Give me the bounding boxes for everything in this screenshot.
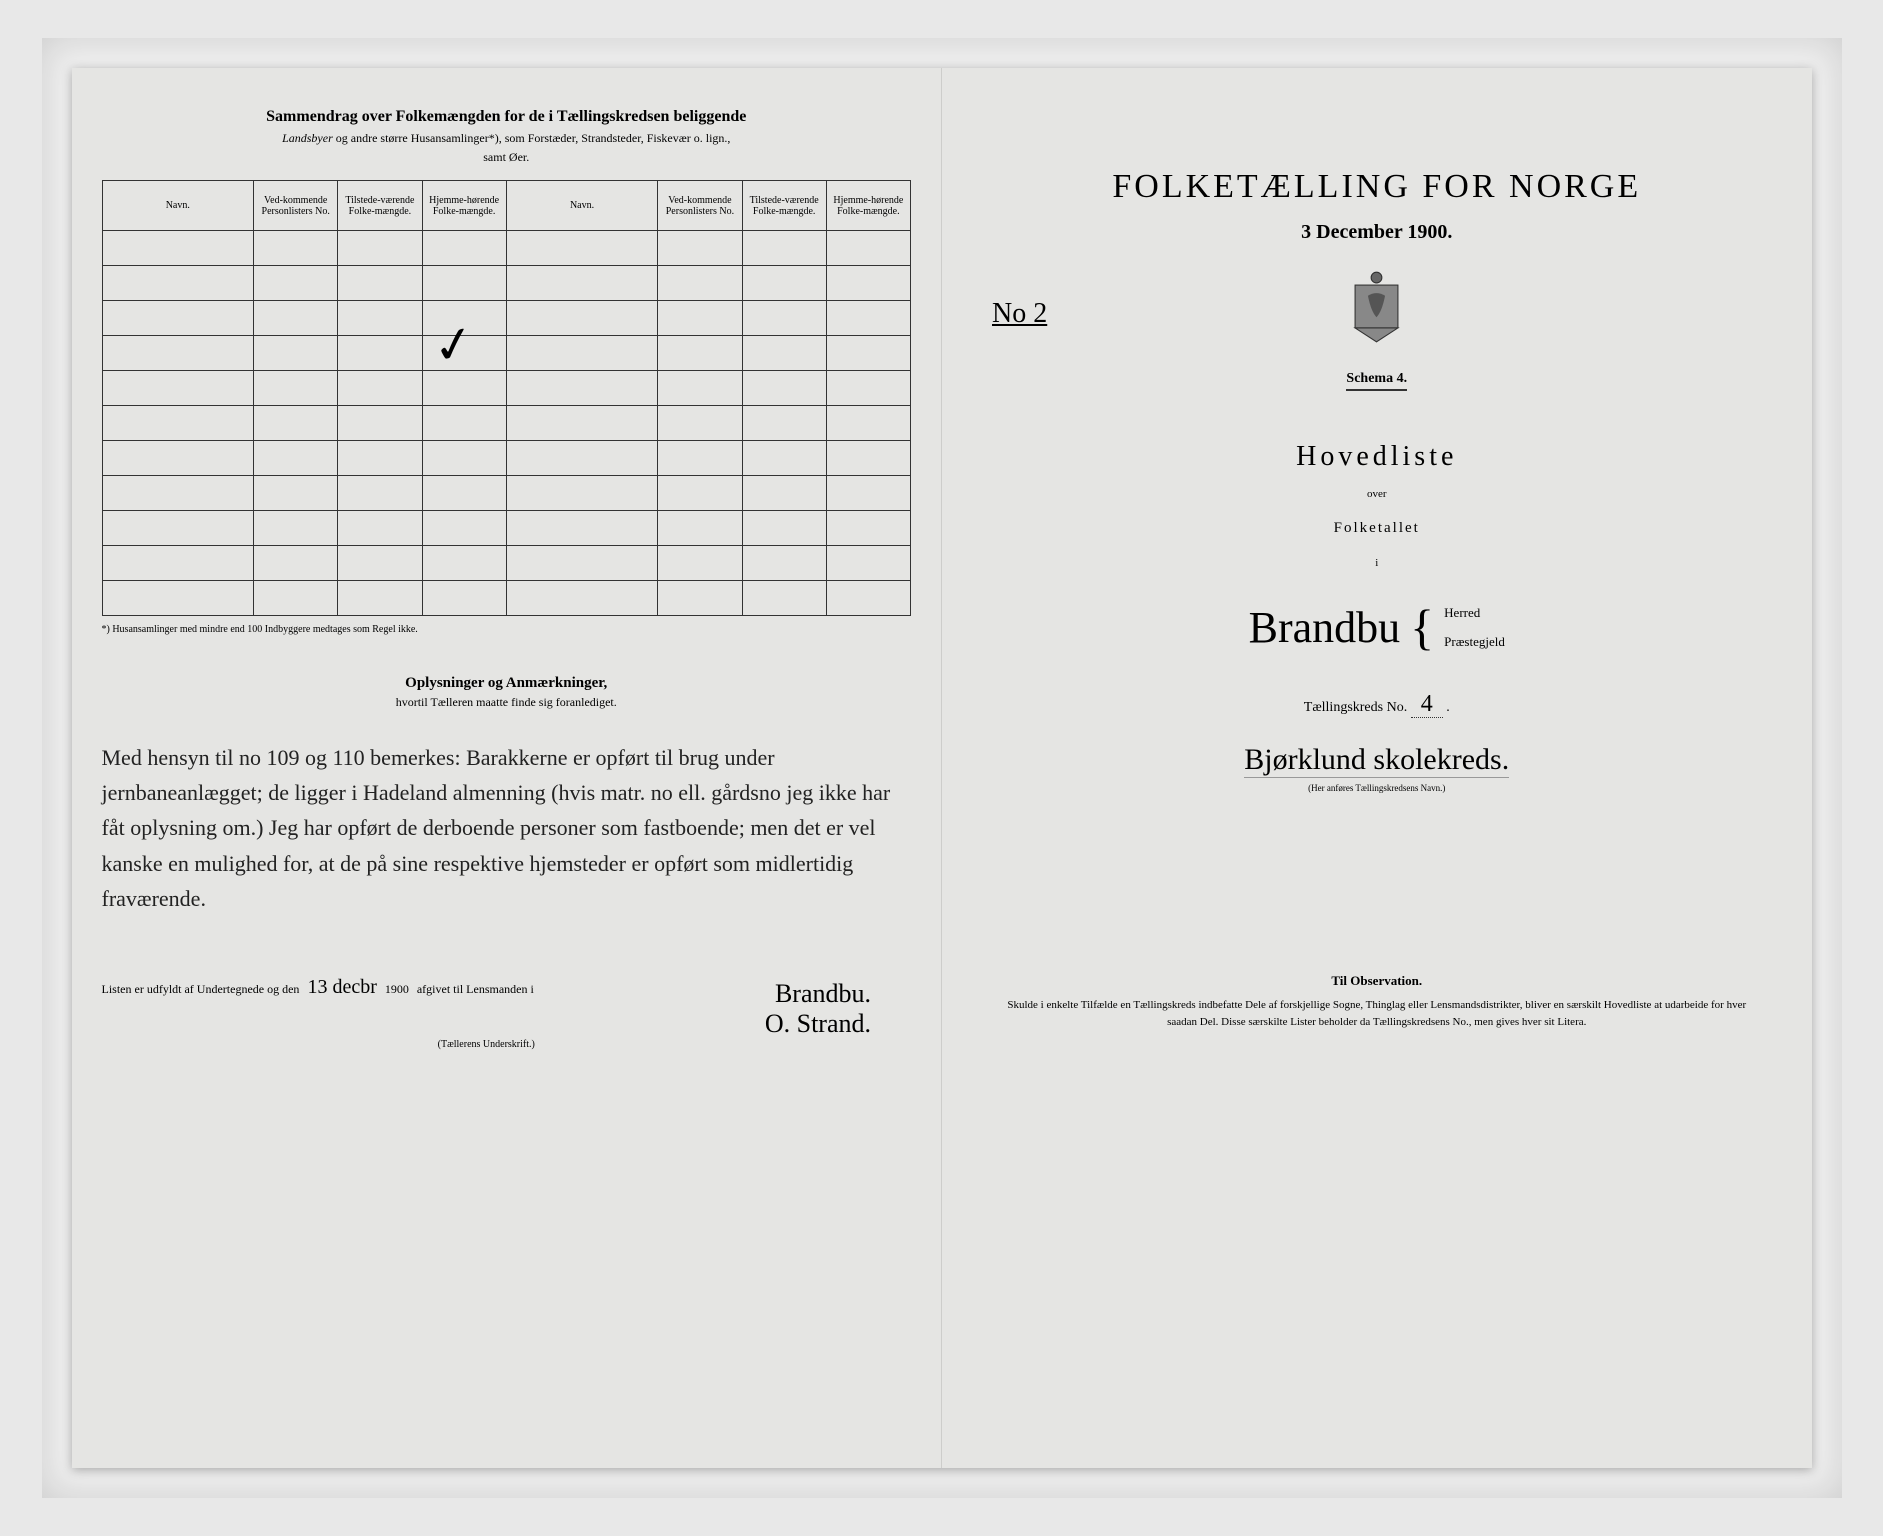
table-footnote: *) Husansamlinger med mindre end 100 Ind…	[102, 624, 912, 635]
table-row	[102, 301, 911, 336]
table-row: ✓	[102, 336, 911, 371]
th-hjemme-1: Hjemme-hørende Folke-mængde.	[422, 181, 506, 231]
handwritten-page-number: No 2	[992, 298, 1047, 330]
table-row	[102, 371, 911, 406]
prestegjeld-label: Præstegjeld	[1444, 628, 1505, 657]
sig-prefix: Listen er udfyldt af Undertegnede og den	[102, 982, 300, 997]
census-document: Sammendrag over Folkemængden for de i Tæ…	[72, 68, 1812, 1468]
table-row	[102, 441, 911, 476]
summary-title: Sammendrag over Folkemængden for de i Tæ…	[102, 108, 912, 126]
i-label: i	[972, 557, 1782, 569]
table-row	[102, 406, 911, 441]
notes-subtitle: hvortil Tælleren maatte finde sig foranl…	[102, 695, 912, 710]
brace-icon: {	[1410, 615, 1434, 640]
sig-year: 1900	[385, 982, 409, 997]
summary-subtitle-2: samt Øer.	[102, 150, 912, 165]
th-tilstede-2: Tilstede-værende Folke-mængde.	[742, 181, 826, 231]
left-page: Sammendrag over Folkemængden for de i Tæ…	[72, 68, 943, 1468]
table-row	[102, 511, 911, 546]
signature-name: O. Strand.	[102, 1009, 872, 1039]
schema-label: Schema 4.	[1346, 371, 1407, 391]
census-date: 3 December 1900.	[972, 221, 1782, 244]
kreds-prefix: Tællingskreds No.	[1304, 700, 1407, 715]
observation-text: Skulde i enkelte Tilfælde en Tællingskre…	[972, 997, 1782, 1030]
table-row	[102, 266, 911, 301]
census-main-title: FOLKETÆLLING FOR NORGE	[972, 168, 1782, 206]
sig-suffix: afgivet til Lensmanden i	[417, 982, 534, 997]
kreds-note: (Her anføres Tællingskredsens Navn.)	[972, 783, 1782, 793]
notes-title: Oplysninger og Anmærkninger,	[102, 675, 912, 692]
subtitle-rest: og andre større Husansamlinger*), som Fo…	[333, 131, 731, 145]
handwritten-notes: Med hensyn til no 109 og 110 bemerkes: B…	[102, 740, 912, 916]
th-personlister-2: Ved-kommende Personlisters No.	[658, 181, 742, 231]
table-row	[102, 546, 911, 581]
th-navn-1: Navn.	[102, 181, 254, 231]
kreds-number: 4	[1411, 691, 1443, 718]
document-frame: Sammendrag over Folkemængden for de i Tæ…	[42, 38, 1842, 1498]
herred-labels: Herred Præstegjeld	[1444, 599, 1505, 656]
th-navn-2: Navn.	[506, 181, 658, 231]
kreds-name: Bjørklund skolekreds.	[1244, 743, 1509, 778]
notes-section: Oplysninger og Anmærkninger, hvortil Tæl…	[102, 675, 912, 710]
th-tilstede-1: Tilstede-værende Folke-mængde.	[338, 181, 422, 231]
over-label: over	[972, 488, 1782, 500]
herred-name: Brandbu	[1249, 602, 1401, 653]
herred-line: Brandbu { Herred Præstegjeld	[972, 599, 1782, 656]
herred-label: Herred	[1444, 599, 1505, 628]
sig-date: 13 decbr	[307, 976, 376, 999]
table-row	[102, 581, 911, 616]
table-header-row: Navn. Ved-kommende Personlisters No. Til…	[102, 181, 911, 231]
signature-label: (Tællerens Underskrift.)	[102, 1039, 872, 1050]
summary-table: Navn. Ved-kommende Personlisters No. Til…	[102, 180, 912, 616]
observation-section: Til Observation. Skulde i enkelte Tilfæl…	[972, 973, 1782, 1030]
th-hjemme-2: Hjemme-hørende Folke-mængde.	[826, 181, 910, 231]
kreds-line: Tællingskreds No. 4 .	[972, 691, 1782, 718]
th-personlister-1: Ved-kommende Personlisters No.	[254, 181, 338, 231]
observation-title: Til Observation.	[972, 973, 1782, 989]
right-page: No 2 FOLKETÆLLING FOR NORGE 3 December 1…	[942, 68, 1812, 1468]
folketallet-label: Folketallet	[972, 520, 1782, 537]
table-row	[102, 231, 911, 266]
subtitle-italic: Landsbyer	[282, 131, 333, 145]
summary-subtitle-1: Landsbyer og andre større Husansamlinger…	[102, 131, 912, 146]
table-row	[102, 476, 911, 511]
hovedliste-title: Hovedliste	[972, 441, 1782, 473]
coat-of-arms-icon	[1344, 269, 1409, 344]
